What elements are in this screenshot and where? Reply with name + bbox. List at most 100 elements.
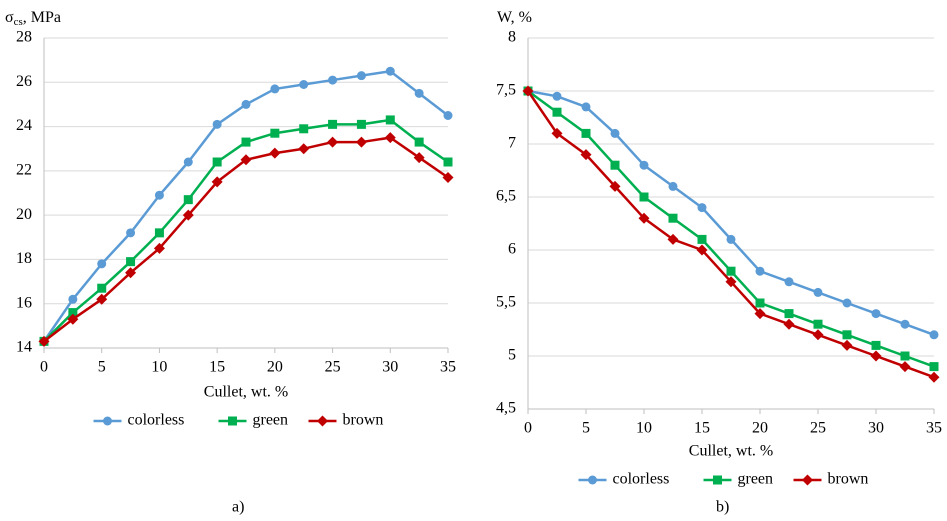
marker bbox=[328, 75, 338, 85]
marker bbox=[241, 137, 251, 147]
marker bbox=[929, 330, 939, 340]
x-tick-label: 30 bbox=[382, 359, 398, 376]
marker bbox=[240, 154, 252, 166]
marker bbox=[125, 267, 137, 279]
marker bbox=[212, 157, 222, 167]
y-tick-label: 28 bbox=[16, 29, 32, 46]
marker bbox=[668, 213, 678, 223]
legend-label: colorless bbox=[613, 471, 670, 488]
marker bbox=[871, 340, 881, 350]
legend-label: green bbox=[738, 471, 774, 488]
marker bbox=[182, 209, 194, 221]
marker bbox=[871, 309, 881, 319]
marker bbox=[638, 212, 650, 224]
x-tick-label: 15 bbox=[694, 420, 710, 437]
marker bbox=[755, 266, 765, 276]
marker bbox=[726, 266, 736, 276]
x-tick-label: 25 bbox=[325, 359, 341, 376]
marker bbox=[696, 244, 708, 256]
x-tick-label: 10 bbox=[151, 359, 167, 376]
marker bbox=[68, 308, 78, 318]
marker bbox=[870, 350, 882, 362]
y-tick-label: 5,5 bbox=[496, 294, 516, 311]
y-tick-label: 7,5 bbox=[496, 82, 516, 99]
marker bbox=[270, 128, 280, 138]
y-axis-label: σcs, MPa bbox=[5, 9, 61, 28]
marker bbox=[299, 124, 309, 134]
marker bbox=[668, 181, 678, 191]
y-tick-label: 22 bbox=[16, 162, 32, 179]
marker bbox=[610, 160, 620, 170]
x-tick-label: 20 bbox=[267, 359, 283, 376]
marker bbox=[667, 233, 679, 245]
marker bbox=[697, 234, 707, 244]
marker bbox=[639, 160, 649, 170]
y-axis-label-part: W, % bbox=[497, 9, 532, 26]
marker bbox=[610, 128, 620, 138]
y-tick-label: 24 bbox=[16, 117, 32, 134]
caption: b) bbox=[716, 499, 729, 516]
series-line bbox=[527, 89, 935, 336]
marker bbox=[842, 298, 852, 308]
marker bbox=[697, 203, 707, 213]
marker bbox=[725, 276, 737, 288]
legend-marker bbox=[802, 474, 813, 486]
marker bbox=[299, 80, 309, 89]
marker bbox=[96, 293, 108, 305]
legend-marker bbox=[103, 416, 112, 426]
marker bbox=[639, 192, 649, 202]
marker bbox=[414, 88, 424, 98]
y-tick-label: 20 bbox=[16, 206, 32, 223]
legend-label: brown bbox=[343, 412, 384, 429]
x-axis-label: Cullet, wt. % bbox=[204, 384, 288, 401]
x-tick-label: 20 bbox=[752, 420, 768, 437]
series-line bbox=[43, 118, 449, 343]
marker bbox=[211, 176, 223, 188]
x-tick-label: 35 bbox=[440, 359, 456, 376]
y-axis-label: W, % bbox=[497, 9, 532, 26]
marker bbox=[580, 149, 592, 161]
y-tick-label: 5 bbox=[508, 347, 516, 364]
marker bbox=[270, 84, 280, 94]
marker bbox=[327, 136, 339, 148]
marker bbox=[551, 127, 563, 139]
marker bbox=[784, 277, 794, 287]
y-axis-label-part: cs bbox=[14, 16, 23, 28]
legend-marker bbox=[317, 415, 328, 427]
series-line bbox=[43, 136, 449, 343]
marker bbox=[581, 102, 591, 112]
marker bbox=[726, 234, 736, 244]
y-tick-label: 18 bbox=[16, 250, 32, 267]
marker bbox=[154, 228, 164, 238]
y-tick-label: 16 bbox=[16, 294, 32, 311]
marker bbox=[183, 195, 193, 205]
marker bbox=[929, 362, 939, 372]
y-tick-label: 14 bbox=[16, 339, 32, 356]
marker bbox=[784, 309, 794, 319]
marker bbox=[153, 242, 165, 254]
y-tick-label: 7 bbox=[508, 135, 516, 152]
y-tick-label: 26 bbox=[16, 73, 32, 90]
marker bbox=[755, 298, 765, 308]
marker bbox=[298, 143, 310, 155]
x-tick-label: 5 bbox=[98, 359, 106, 376]
legend-marker bbox=[713, 475, 722, 485]
marker bbox=[355, 136, 367, 148]
marker bbox=[413, 152, 425, 164]
y-tick-label: 4,5 bbox=[496, 400, 516, 417]
marker bbox=[813, 319, 823, 329]
marker bbox=[385, 115, 395, 125]
marker bbox=[813, 287, 823, 297]
x-tick-label: 30 bbox=[868, 420, 884, 437]
marker bbox=[97, 283, 107, 293]
marker bbox=[328, 119, 338, 129]
legend-label: brown bbox=[828, 471, 869, 488]
marker bbox=[522, 85, 534, 97]
marker bbox=[783, 318, 795, 330]
x-tick-label: 35 bbox=[926, 420, 942, 437]
marker bbox=[443, 111, 453, 120]
marker bbox=[241, 99, 251, 109]
marker bbox=[384, 132, 396, 144]
marker bbox=[754, 308, 766, 320]
